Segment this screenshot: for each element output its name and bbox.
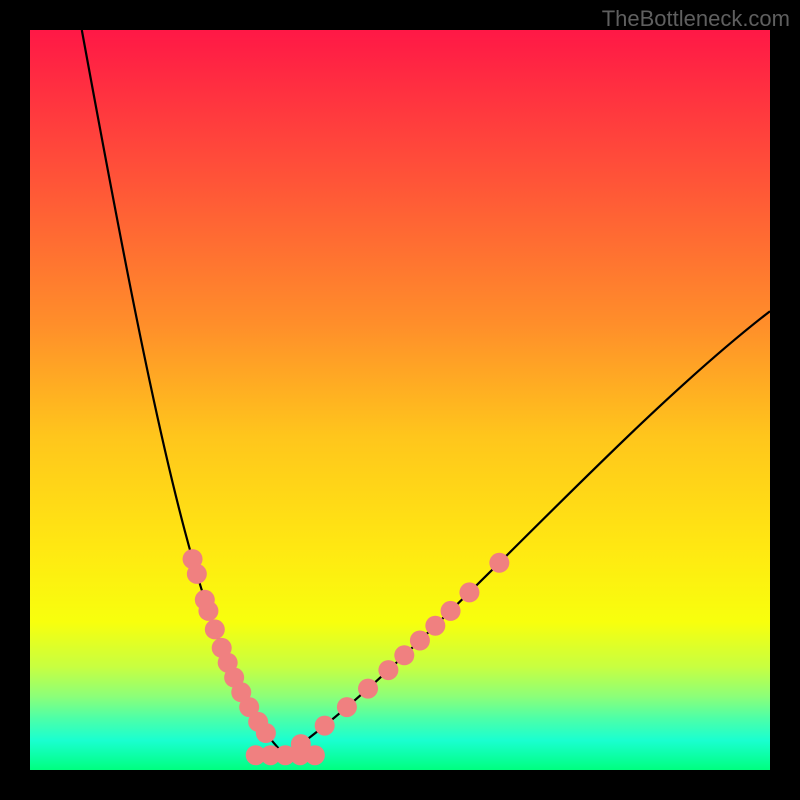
data-marker	[410, 631, 430, 651]
chart-svg	[0, 0, 800, 800]
data-marker	[315, 716, 335, 736]
data-marker	[425, 616, 445, 636]
data-marker	[358, 679, 378, 699]
data-marker	[198, 601, 218, 621]
chart-container: TheBottleneck.com	[0, 0, 800, 800]
data-marker	[378, 660, 398, 680]
data-marker	[489, 553, 509, 573]
data-marker	[187, 564, 207, 584]
watermark-text: TheBottleneck.com	[602, 6, 790, 32]
data-marker	[441, 601, 461, 621]
data-marker	[256, 723, 276, 743]
data-marker	[337, 697, 357, 717]
data-marker	[459, 582, 479, 602]
data-marker	[291, 734, 311, 754]
data-marker	[205, 619, 225, 639]
data-marker	[394, 645, 414, 665]
